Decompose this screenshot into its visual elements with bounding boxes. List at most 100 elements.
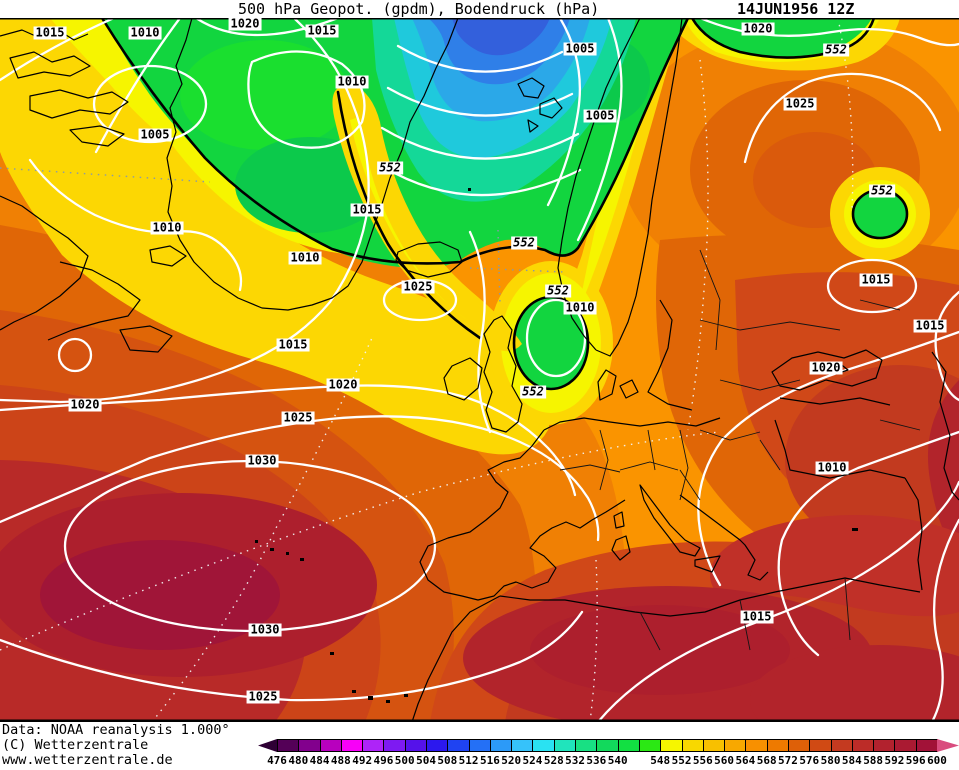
small-islands <box>255 188 858 703</box>
isobar-label: 1015 <box>350 202 384 217</box>
isobar-label: 1025 <box>246 689 280 704</box>
colorbar-tick-label: 528 <box>543 754 564 767</box>
isohypse-552-label: 552 <box>869 183 895 198</box>
colorbar-segment <box>277 739 300 752</box>
colorbar-segment <box>915 739 938 752</box>
isobar-label: 1010 <box>288 250 322 265</box>
isobar-label: 1025 <box>783 96 817 111</box>
colorbar-tick-label: 596 <box>905 754 926 767</box>
isohypse-552-label: 552 <box>823 42 849 57</box>
footer: Data: NOAA reanalysis 1.000° (C) Wetterz… <box>0 722 959 770</box>
colorbar-tick-label: 496 <box>373 754 394 767</box>
colorbar-tick-label: 508 <box>437 754 458 767</box>
colorbar-segment <box>532 739 555 752</box>
isobar-label: 1025 <box>401 279 435 294</box>
colorbar-segment <box>383 739 406 752</box>
colorbar-segment <box>724 739 747 752</box>
data-source-text: Data: NOAA reanalysis 1.000° <box>2 722 230 738</box>
colorbar-segment <box>340 739 364 752</box>
coastlines <box>0 18 959 722</box>
map-datetime: 14JUN1956 12Z <box>737 0 855 18</box>
colorbar-tick-label: 560 <box>714 754 735 767</box>
colorbar-segment <box>638 739 662 752</box>
isobar-label: 1010 <box>815 460 849 475</box>
colorbar-segment <box>489 739 513 752</box>
isobar-label: 1005 <box>563 41 597 56</box>
isobar-label: 1025 <box>281 410 315 425</box>
colorbar-segment <box>426 739 449 752</box>
colorbar-tick-label: 516 <box>479 754 500 767</box>
colorbar-segment <box>702 739 726 752</box>
graticule-lines <box>0 18 854 722</box>
colorbar-tick-label: 504 <box>416 754 436 767</box>
colorbar-tick-label: 532 <box>565 754 585 767</box>
colorbar-segment <box>681 739 704 752</box>
isobar-contours <box>0 18 959 722</box>
colorbar-above-range-arrow <box>937 739 959 752</box>
colorbar-tick-label: 588 <box>863 754 884 767</box>
colorbar-below-range-arrow <box>258 739 277 752</box>
isobar-label: 1015 <box>740 609 774 624</box>
colorbar-segment <box>873 739 896 752</box>
isobar-label: 1030 <box>245 453 279 468</box>
isobar-label: 1020 <box>809 360 843 375</box>
isobar-label: 1020 <box>68 397 102 412</box>
colorbar-segment <box>617 739 640 752</box>
isobar-label: 1010 <box>563 300 597 315</box>
colorbar-tick-label: 524 <box>522 754 543 767</box>
colorbar-tick-label: 484 <box>309 754 330 767</box>
isobar-label: 1015 <box>913 318 947 333</box>
isohypse-552-label: 552 <box>520 384 546 399</box>
colorbar-tick-label: 488 <box>330 754 351 767</box>
map-terrain <box>0 18 959 722</box>
isobar-label: 1015 <box>859 272 893 287</box>
colorbar-segment <box>553 739 577 752</box>
website-text: www.wetterzentrale.de <box>2 752 173 768</box>
map-title: 500 hPa Geopot. (gpdm), Bodendruck (hPa) <box>238 0 600 18</box>
copyright-text: (C) Wetterzentrale <box>2 737 149 753</box>
isobar-label: 1020 <box>326 377 360 392</box>
isobar-label: 1015 <box>33 25 67 40</box>
colorbar-tick-label: 512 <box>458 754 479 767</box>
colorbar-segment <box>319 739 342 752</box>
colorbar-tick-label: 568 <box>756 754 777 767</box>
isohypse-552-label: 552 <box>545 283 571 298</box>
colorbar-tick-label: 480 <box>288 754 309 767</box>
colorbar-tick-label: 584 <box>841 754 862 767</box>
isobar-label: 1005 <box>583 108 617 123</box>
isobar-label: 1020 <box>228 16 262 31</box>
colorbar-tick-label: 500 <box>394 754 415 767</box>
colorbar-segment <box>447 739 470 752</box>
colorbar-segment <box>809 739 832 752</box>
graticule-gray <box>0 167 566 306</box>
colorbar-segment <box>787 739 811 752</box>
isobar-label: 1010 <box>150 220 184 235</box>
colorbar-tick-label: 576 <box>799 754 820 767</box>
isobar-label: 1020 <box>741 21 775 36</box>
colorbar-segment <box>894 739 917 752</box>
isobar-label: 1010 <box>335 74 369 89</box>
colorbar-segment <box>575 739 598 752</box>
country-borders <box>559 249 921 651</box>
isobar-label: 1010 <box>128 25 162 40</box>
title-bar: 500 hPa Geopot. (gpdm), Bodendruck (hPa)… <box>0 0 959 18</box>
isohypse-552-label: 552 <box>511 235 537 250</box>
colorbar-tick-label: 564 <box>735 754 756 767</box>
isohypse-552-label: 552 <box>377 160 403 175</box>
colorbar-tick-label: 548 <box>650 754 671 767</box>
isobar-label: 1005 <box>138 127 172 142</box>
colorbar-segment <box>766 739 789 752</box>
colorbar-tick-label: 552 <box>671 754 692 767</box>
colorbar-tick-label: 476 <box>267 754 287 767</box>
colorbar-segment <box>468 739 491 752</box>
colorbar-segment <box>596 739 619 752</box>
colorbar-tick-label: 572 <box>778 754 798 767</box>
colorbar-segment <box>660 739 683 752</box>
colorbar-segment <box>404 739 428 752</box>
colorbar-tick-label: 540 <box>607 754 628 767</box>
colorbar-tick-label: 592 <box>884 754 905 767</box>
colorbar-tick-label: 580 <box>820 754 841 767</box>
